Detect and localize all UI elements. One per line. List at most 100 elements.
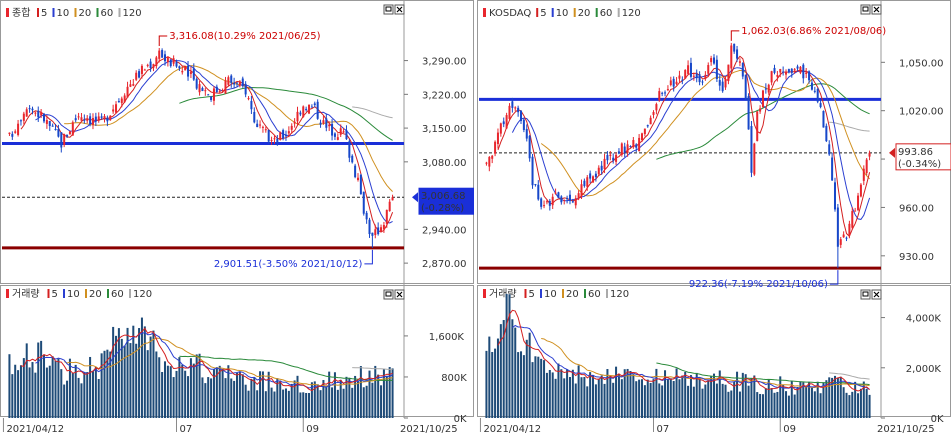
legend-ma-marker (63, 289, 65, 298)
volume-bar (543, 360, 546, 418)
volume-bar (733, 381, 736, 418)
volume-bar (828, 377, 831, 418)
volume-bar (385, 375, 388, 418)
volume-bar (606, 369, 609, 418)
candle-body (563, 200, 566, 202)
volume-bar (66, 380, 69, 418)
candle (345, 125, 348, 140)
volume-bar (528, 332, 531, 418)
candle (822, 110, 825, 128)
candle-body (646, 125, 649, 127)
candle-body (805, 72, 808, 74)
candle (42, 112, 46, 124)
candle-body (845, 237, 848, 239)
volume-ma120-line (352, 367, 393, 370)
candle (22, 111, 25, 125)
candle (354, 163, 357, 179)
candle (525, 124, 528, 142)
candle (522, 118, 525, 133)
volume-bar (704, 384, 707, 418)
volume-maximize-button[interactable] (860, 289, 871, 300)
candle (560, 195, 563, 205)
candle (184, 66, 187, 71)
volume-maximize-button-box[interactable] (383, 289, 394, 300)
candle-body (502, 121, 505, 125)
volume-maximize-button-box[interactable] (860, 289, 871, 300)
candle (787, 68, 790, 74)
maximize-icon (862, 6, 869, 12)
candle (496, 128, 499, 149)
candle (259, 120, 262, 129)
candle (612, 153, 615, 164)
ma120-line (352, 106, 393, 119)
volume-maximize-button[interactable] (383, 289, 394, 300)
volume-bar (238, 371, 241, 418)
candle (112, 104, 115, 114)
x-tick-label: 09 (306, 424, 319, 435)
candle-body (345, 130, 348, 140)
candle-body (270, 139, 273, 141)
legend-ma-marker (573, 8, 576, 17)
close-button[interactable] (871, 4, 882, 15)
price-tick-label: 930.00 (899, 252, 934, 263)
candle (859, 183, 862, 198)
maximize-button[interactable] (383, 4, 394, 15)
volume-bar (106, 349, 109, 418)
maximize-button-box[interactable] (383, 4, 394, 15)
legend-title: 종합 (12, 7, 30, 19)
candle-body (594, 173, 597, 178)
legend-ma-marker (584, 289, 586, 298)
candle (779, 68, 782, 78)
candle (385, 209, 388, 228)
volume-bar (218, 365, 221, 418)
candle (635, 143, 638, 153)
candle (845, 236, 848, 242)
volume-ma5-line (20, 327, 393, 392)
price-tick-label: 2,870.00 (422, 259, 467, 270)
volume-bar (586, 386, 589, 418)
candle-body (779, 69, 782, 73)
candle-body (192, 68, 195, 80)
candle (94, 112, 97, 126)
volume-bar (626, 368, 629, 418)
volume-bar (825, 380, 828, 418)
volume-bar (308, 393, 311, 418)
candle (701, 79, 704, 86)
candle-body (333, 133, 336, 137)
volume-close-button[interactable] (394, 289, 405, 300)
candle-body (42, 113, 46, 122)
candle-body (638, 137, 641, 152)
legend-ma-marker (606, 289, 608, 298)
candle (152, 63, 155, 72)
volume-bar (655, 368, 658, 418)
volume-bar (629, 371, 632, 418)
candle (554, 188, 557, 195)
candle-body (842, 234, 845, 238)
candle (756, 111, 759, 142)
candle (491, 154, 494, 164)
candle (388, 199, 391, 212)
candle (11, 131, 14, 140)
candle (123, 93, 126, 104)
close-button[interactable] (394, 4, 405, 15)
candle-body (313, 103, 316, 106)
candle (583, 178, 586, 188)
candle-body (675, 81, 678, 85)
volume-bar (267, 371, 270, 418)
candle-body (514, 107, 517, 109)
maximize-button-box[interactable] (860, 4, 871, 15)
volume-bar (91, 371, 94, 418)
candle-body (796, 66, 799, 69)
candle (750, 120, 753, 178)
volume-bar (854, 381, 857, 418)
volume-bar (123, 345, 126, 418)
volume-close-button[interactable] (871, 289, 882, 300)
volume-bar (836, 377, 839, 418)
candle-body (652, 112, 655, 115)
candle (698, 71, 701, 86)
legend-ma-marker (107, 289, 109, 298)
price-tick-label: 1,050.00 (899, 58, 944, 69)
candle (218, 88, 221, 94)
maximize-button[interactable] (860, 4, 871, 15)
volume-bar (632, 374, 635, 418)
